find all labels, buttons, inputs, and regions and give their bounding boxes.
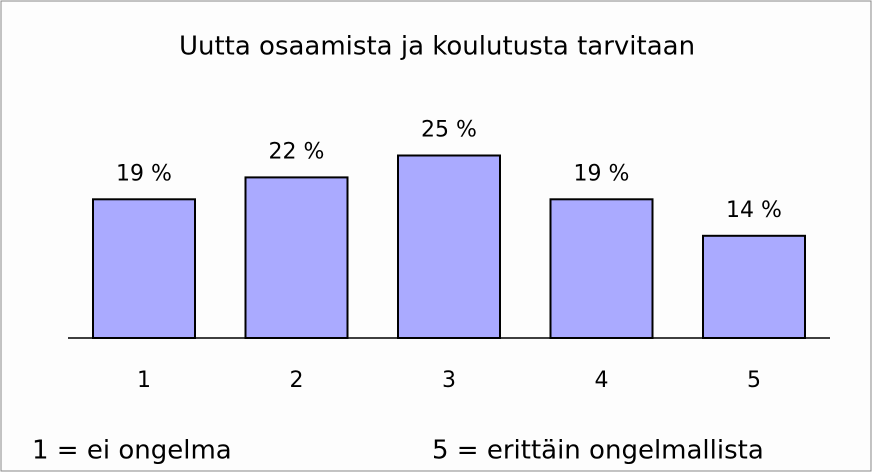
x-tick-label: 4	[595, 368, 609, 393]
x-tick-label: 1	[137, 368, 151, 393]
data-label: 19 %	[116, 161, 172, 186]
chart-title: Uutta osaamista ja koulutusta tarvitaan	[179, 32, 695, 62]
bar	[92, 198, 196, 339]
bar	[397, 154, 501, 339]
x-tick-label: 2	[290, 368, 304, 393]
x-tick-label: 3	[442, 368, 456, 393]
data-label: 14 %	[726, 198, 782, 223]
annotation: 1 = ei ongelma	[32, 436, 232, 466]
data-label: 19 %	[574, 161, 630, 186]
bar	[549, 198, 654, 339]
bar	[702, 234, 806, 339]
data-label: 25 %	[421, 118, 477, 143]
annotation: 5 = erittäin ongelmallista	[432, 436, 764, 466]
bar	[244, 176, 349, 339]
data-label: 22 %	[269, 139, 325, 164]
x-tick-label: 5	[747, 368, 761, 393]
